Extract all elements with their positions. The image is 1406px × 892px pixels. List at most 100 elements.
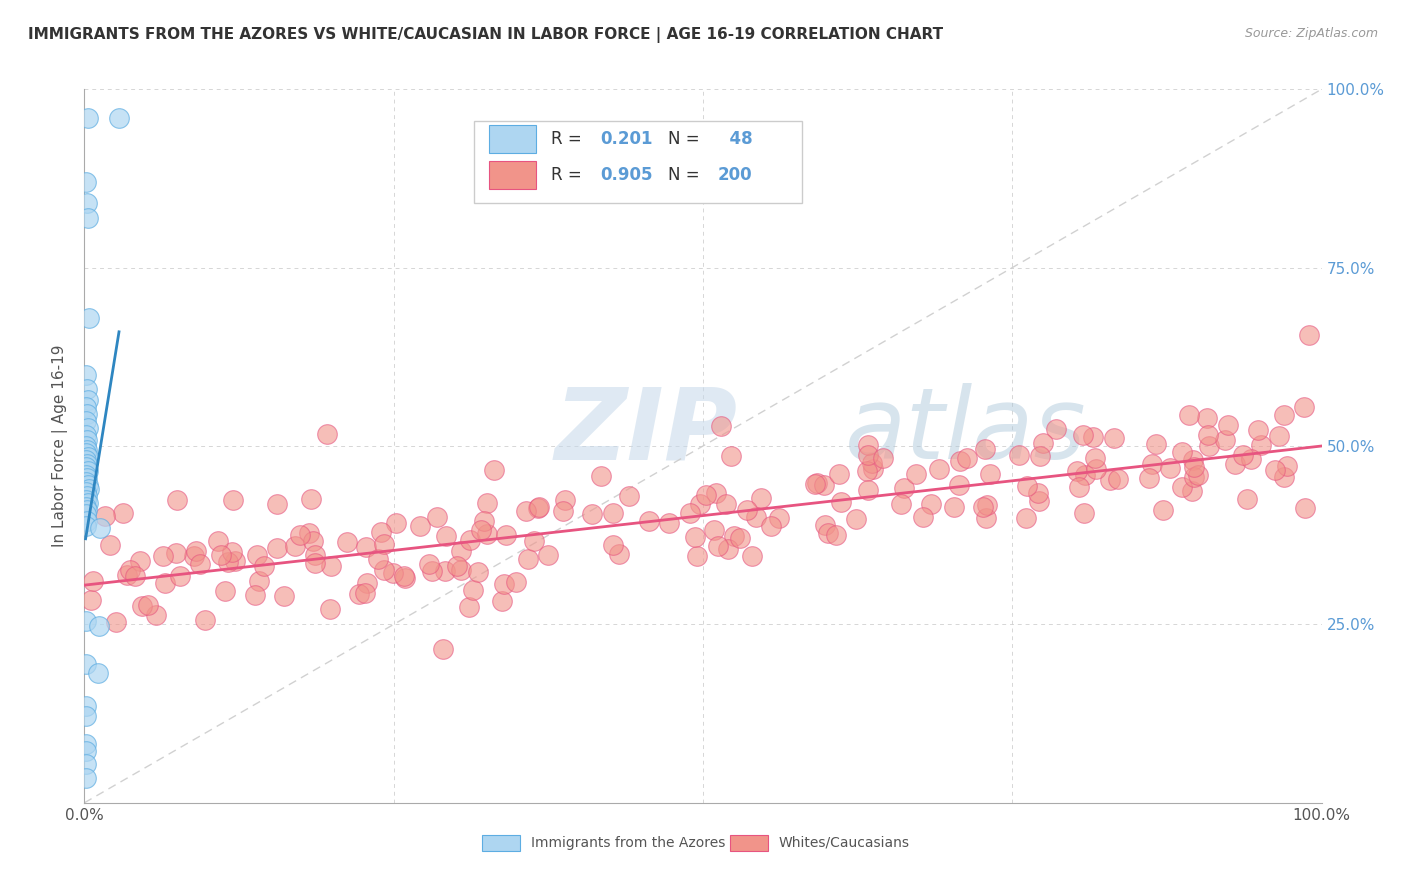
Point xyxy=(76,407,98,421)
Point xyxy=(491,594,513,608)
Point xyxy=(972,500,994,515)
Point xyxy=(463,583,485,598)
Point xyxy=(356,576,378,591)
Point xyxy=(523,534,546,549)
Point xyxy=(75,500,97,514)
Point xyxy=(77,478,100,492)
Point xyxy=(432,641,454,656)
Point xyxy=(76,471,98,485)
Point xyxy=(207,533,229,548)
Point xyxy=(1029,449,1052,463)
Point xyxy=(1008,448,1031,462)
Point xyxy=(1152,503,1174,517)
Point xyxy=(184,543,207,558)
Point xyxy=(75,428,97,442)
Point xyxy=(1223,457,1246,471)
Point xyxy=(304,557,326,571)
Point xyxy=(948,477,970,491)
Point xyxy=(1294,500,1316,515)
Point xyxy=(467,566,489,580)
Text: atlas: atlas xyxy=(845,384,1087,480)
Point xyxy=(1240,451,1263,466)
Point xyxy=(75,453,97,467)
Point xyxy=(76,434,98,448)
Point xyxy=(89,619,111,633)
Point xyxy=(115,567,138,582)
Point xyxy=(1073,428,1095,442)
Point xyxy=(75,492,97,507)
Point xyxy=(495,528,517,542)
Point xyxy=(76,503,98,517)
Point xyxy=(858,448,880,462)
Point xyxy=(679,506,702,520)
Point xyxy=(183,549,205,564)
Point xyxy=(152,549,174,563)
Point xyxy=(165,546,187,560)
Point xyxy=(475,527,498,541)
Point xyxy=(1015,478,1038,492)
Point xyxy=(75,414,97,428)
Point xyxy=(695,488,717,502)
Text: R =: R = xyxy=(551,130,586,148)
Point xyxy=(124,569,146,583)
Point xyxy=(75,744,97,758)
Point xyxy=(77,392,100,407)
Point xyxy=(602,506,624,520)
Point xyxy=(1274,469,1296,483)
Point xyxy=(145,608,167,623)
Point xyxy=(855,464,877,478)
Point xyxy=(470,523,492,537)
Point xyxy=(347,587,370,601)
Point xyxy=(458,599,481,614)
Point xyxy=(890,497,912,511)
Point xyxy=(856,483,879,497)
Point xyxy=(284,539,307,553)
Point xyxy=(554,493,576,508)
Point xyxy=(319,602,342,616)
Text: N =: N = xyxy=(668,130,706,148)
Point xyxy=(589,469,612,483)
Point xyxy=(827,467,849,482)
Point xyxy=(75,467,97,482)
Point xyxy=(806,475,828,490)
Point xyxy=(1236,491,1258,506)
Point xyxy=(1067,480,1090,494)
Point xyxy=(749,491,772,505)
FancyBboxPatch shape xyxy=(482,835,520,851)
Point xyxy=(1171,444,1194,458)
Point xyxy=(75,699,97,714)
Point xyxy=(607,547,630,561)
Point xyxy=(475,496,498,510)
Point xyxy=(761,519,783,533)
Point xyxy=(817,525,839,540)
Point xyxy=(1104,431,1126,445)
Point xyxy=(89,521,111,535)
Point xyxy=(617,490,640,504)
Point xyxy=(1028,493,1050,508)
Point xyxy=(169,569,191,583)
FancyBboxPatch shape xyxy=(489,161,536,189)
Point xyxy=(450,563,472,577)
Point xyxy=(505,574,527,589)
Point xyxy=(76,382,98,396)
Point xyxy=(1177,408,1199,422)
Point xyxy=(1137,471,1160,485)
Point xyxy=(75,439,97,453)
FancyBboxPatch shape xyxy=(489,125,536,153)
Point xyxy=(1032,436,1054,450)
Text: Immigrants from the Azores: Immigrants from the Azores xyxy=(531,836,725,850)
Point xyxy=(75,519,97,533)
Point xyxy=(246,548,269,562)
Point xyxy=(1142,457,1164,471)
Point xyxy=(76,514,98,528)
Point xyxy=(710,419,733,434)
Point xyxy=(136,598,159,612)
Point xyxy=(920,497,942,511)
Point xyxy=(537,548,560,562)
Point xyxy=(551,504,574,518)
Point xyxy=(75,475,97,489)
Point xyxy=(75,771,97,785)
Point xyxy=(288,528,311,542)
Point xyxy=(299,491,322,506)
Point xyxy=(976,498,998,512)
